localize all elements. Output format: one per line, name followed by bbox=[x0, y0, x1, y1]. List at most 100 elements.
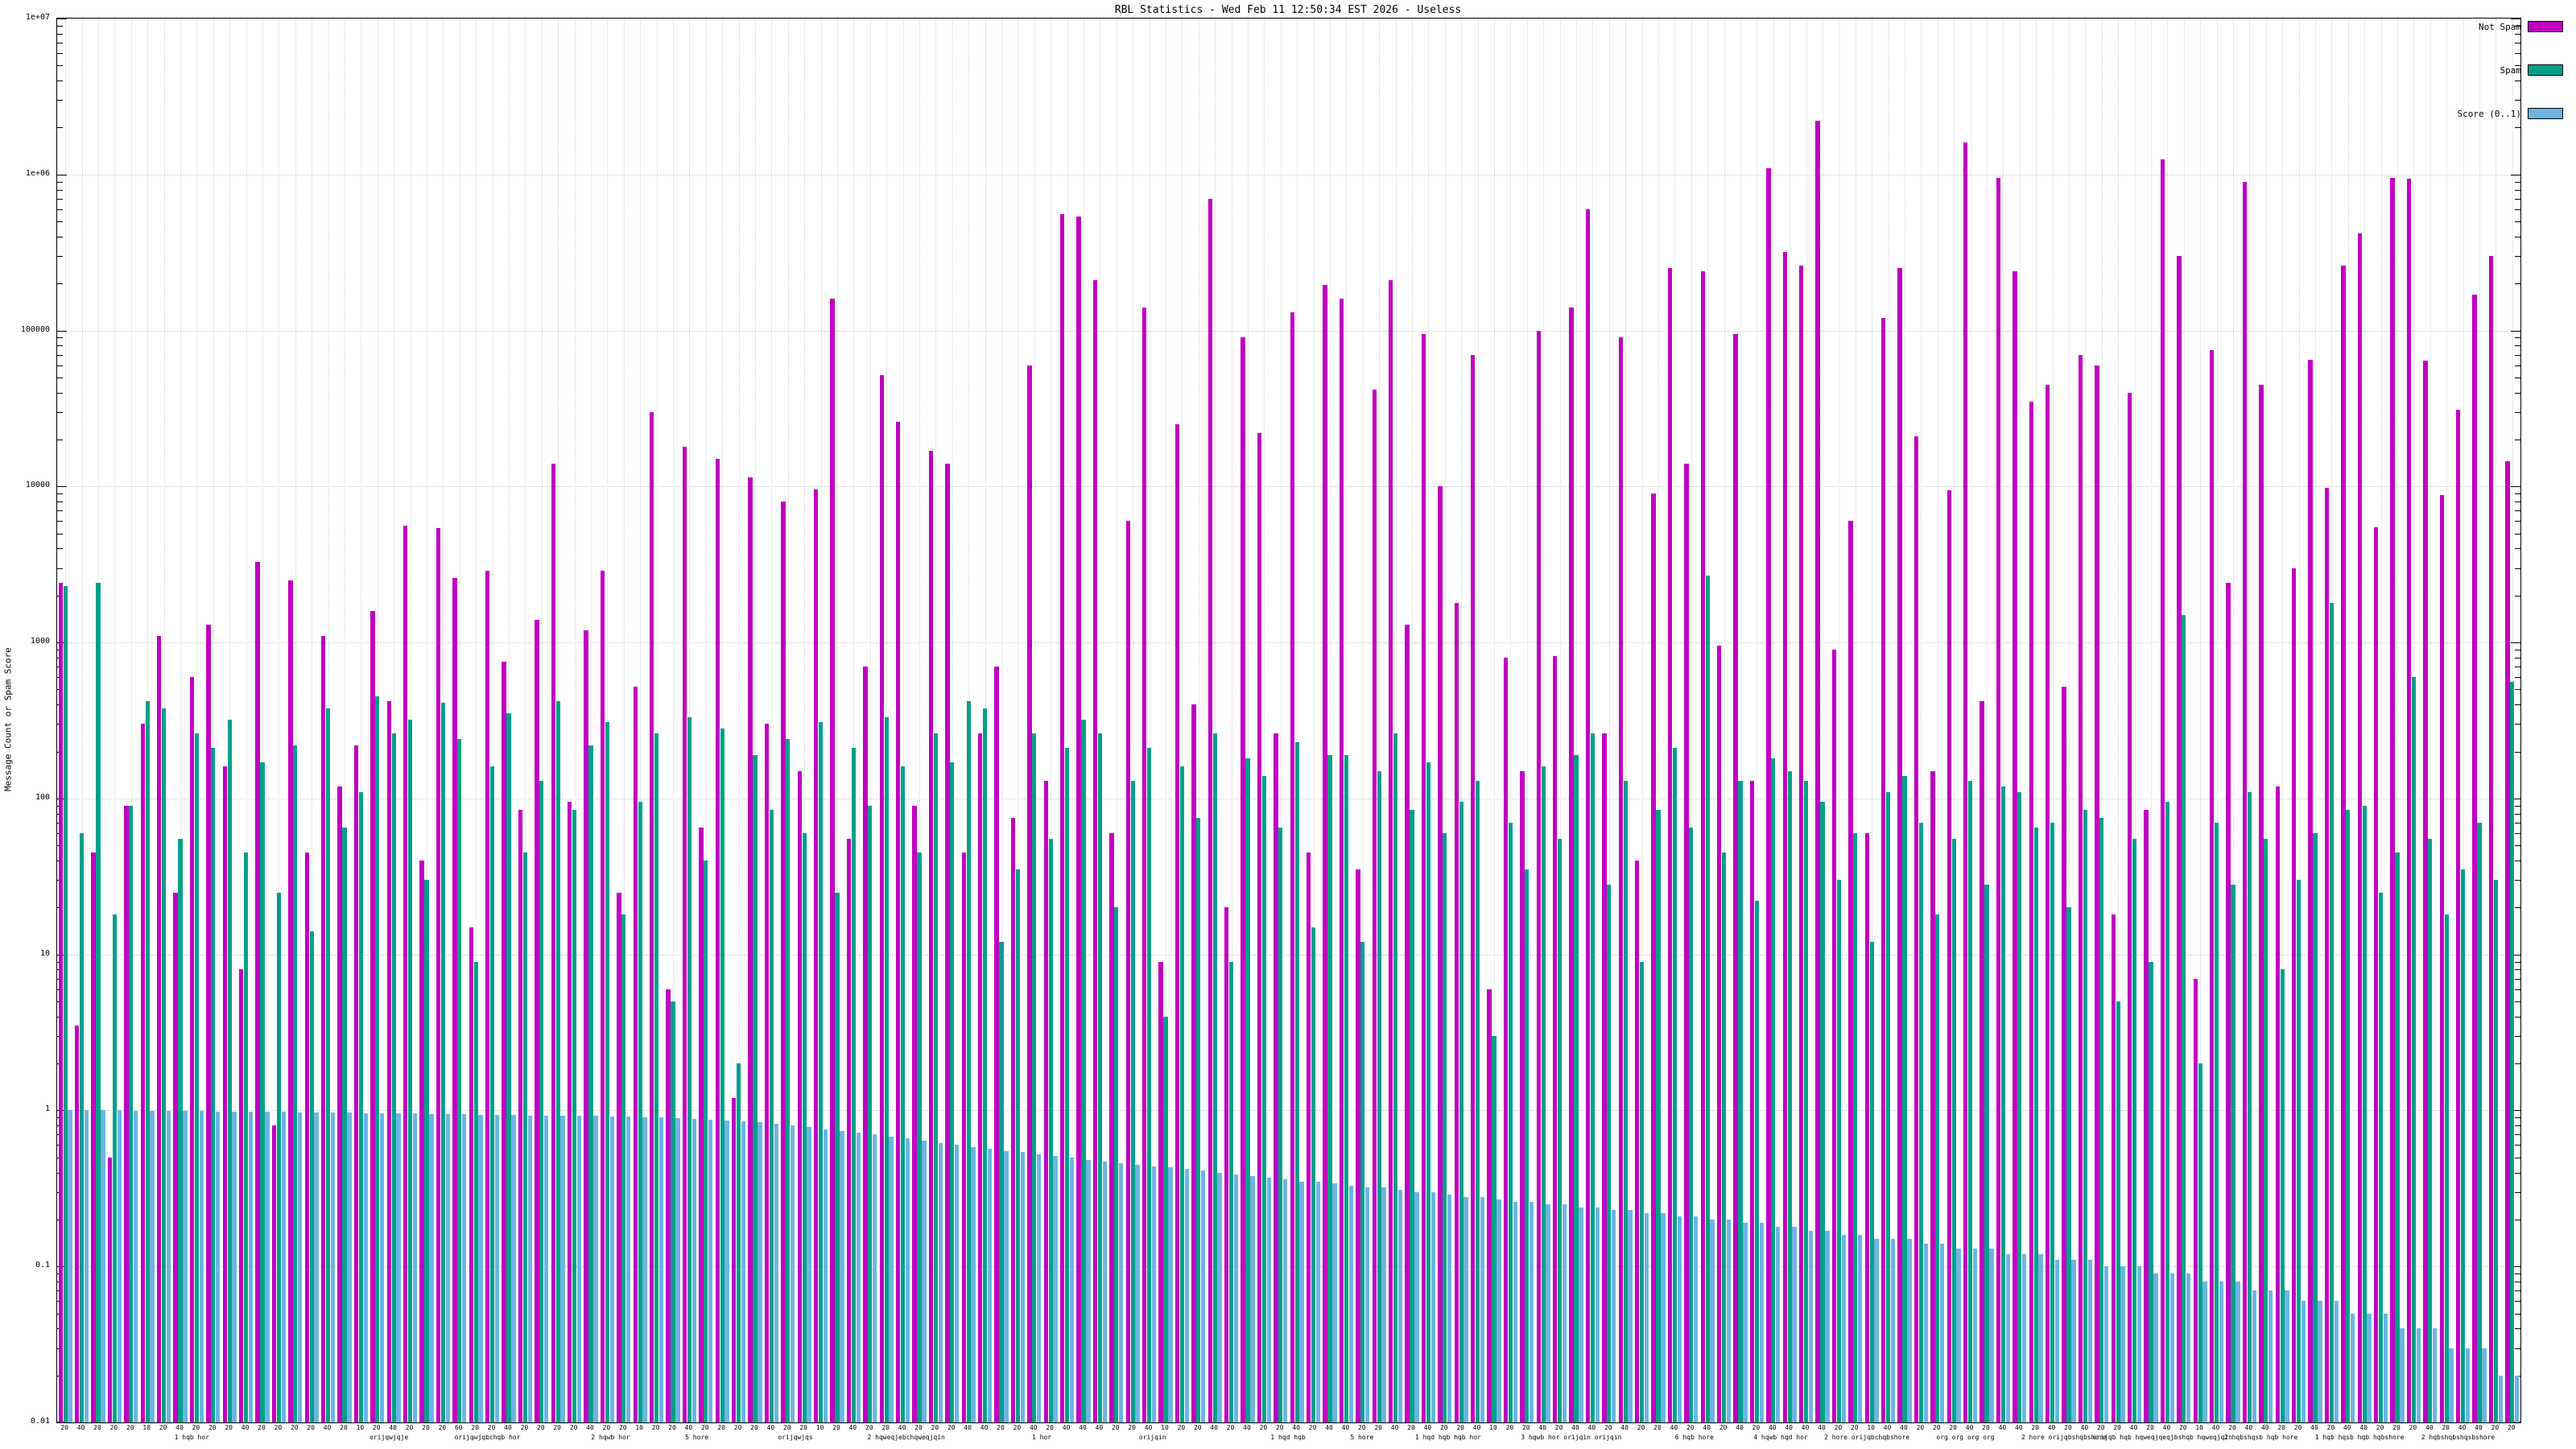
bar-spam bbox=[2329, 602, 2334, 1422]
bar-not-spam bbox=[682, 446, 687, 1422]
bar-score bbox=[330, 1113, 336, 1422]
x-tick-label: 20 bbox=[1982, 1424, 1990, 1431]
y-minor-tick bbox=[57, 337, 63, 339]
bar-not-spam bbox=[2472, 294, 2477, 1422]
legend-item-score: Score (0..1) bbox=[2458, 108, 2563, 119]
bar-score bbox=[708, 1120, 713, 1422]
y-minor-tick bbox=[2515, 1001, 2520, 1002]
x-tick-label: 40 bbox=[1620, 1424, 1629, 1431]
bar-not-spam bbox=[1815, 121, 1820, 1422]
x-tick-label: 10 bbox=[2195, 1424, 2204, 1431]
x-tick-label: 20 bbox=[1752, 1424, 1761, 1431]
x-tick-label: 20 bbox=[1259, 1424, 1268, 1431]
y-minor-tick bbox=[2515, 822, 2520, 824]
gridline-vertical bbox=[2446, 19, 2448, 1422]
bar-not-spam bbox=[1618, 337, 1623, 1422]
gridline-vertical bbox=[1067, 19, 1068, 1422]
gridline-vertical bbox=[869, 19, 871, 1422]
x-tick-label: 10 bbox=[356, 1424, 365, 1431]
bar-spam bbox=[671, 1001, 675, 1422]
bar-score bbox=[1447, 1194, 1452, 1422]
bar-not-spam bbox=[748, 477, 753, 1422]
bar-spam bbox=[2510, 681, 2515, 1422]
x-tick-label: 40 bbox=[1538, 1424, 1547, 1431]
gridline-vertical bbox=[2151, 19, 2152, 1422]
y-minor-tick bbox=[57, 533, 63, 535]
bar-not-spam bbox=[1831, 649, 1837, 1422]
y-minor-tick bbox=[2515, 595, 2520, 597]
gridline-vertical bbox=[2380, 19, 2382, 1422]
bar-score bbox=[2104, 1266, 2109, 1422]
y-minor-tick bbox=[2515, 1016, 2520, 1018]
y-tick-label: 10 bbox=[39, 948, 50, 958]
bar-spam bbox=[1015, 869, 1021, 1422]
bar-score bbox=[1890, 1239, 1896, 1422]
x-tick-label: 20 bbox=[700, 1424, 709, 1431]
bar-score bbox=[2087, 1260, 2092, 1422]
bar-score bbox=[281, 1112, 286, 1422]
y-minor-tick bbox=[2515, 689, 2520, 691]
bar-score bbox=[2351, 1313, 2355, 1422]
x-tick-label: 40 bbox=[2310, 1424, 2318, 1431]
bar-score bbox=[1644, 1212, 1649, 1422]
x-group-label: 1 hqb hqsb hqb hqbshore bbox=[2314, 1434, 2405, 1441]
gridline-vertical bbox=[1608, 19, 1610, 1422]
bar-score bbox=[363, 1113, 368, 1422]
bar-spam bbox=[1705, 575, 1710, 1422]
bar-not-spam bbox=[1454, 602, 1459, 1422]
y-minor-tick bbox=[2515, 548, 2520, 550]
bar-not-spam bbox=[1389, 280, 1393, 1422]
gridline-vertical bbox=[1001, 19, 1002, 1422]
bar-not-spam bbox=[1043, 780, 1048, 1422]
bar-score bbox=[593, 1116, 598, 1422]
bar-score bbox=[1677, 1216, 1682, 1422]
y-minor-tick bbox=[57, 80, 63, 82]
y-minor-tick bbox=[2515, 256, 2520, 258]
bar-score bbox=[462, 1113, 467, 1422]
bar-spam bbox=[605, 721, 610, 1422]
bar-score bbox=[2482, 1348, 2487, 1422]
bar-spam bbox=[227, 720, 232, 1422]
bar-not-spam bbox=[1274, 733, 1278, 1422]
bar-not-spam bbox=[91, 852, 96, 1422]
bar-not-spam bbox=[2226, 583, 2231, 1422]
x-tick-label: 20 bbox=[109, 1424, 118, 1431]
y-minor-tick bbox=[2515, 181, 2520, 183]
y-tick-label: 0.01 bbox=[30, 1417, 50, 1426]
gridline-horizontal bbox=[57, 642, 2520, 644]
bar-not-spam bbox=[1174, 424, 1180, 1422]
bar-not-spam bbox=[386, 701, 391, 1422]
y-minor-tick bbox=[2515, 677, 2520, 679]
bar-score bbox=[68, 1110, 72, 1422]
bar-score bbox=[2515, 1375, 2520, 1422]
bar-spam bbox=[1853, 832, 1858, 1422]
bar-not-spam bbox=[2374, 526, 2379, 1422]
bar-not-spam bbox=[781, 502, 786, 1422]
x-tick-label: 20 bbox=[340, 1424, 348, 1431]
x-group-label: 2 hqwb hor bbox=[591, 1434, 630, 1441]
y-minor-tick bbox=[2515, 354, 2520, 356]
gridline-vertical bbox=[623, 19, 625, 1422]
bar-spam bbox=[2247, 791, 2252, 1422]
bar-not-spam bbox=[1257, 432, 1262, 1422]
bar-not-spam bbox=[2390, 178, 2395, 1422]
x-tick-label: 40 bbox=[980, 1424, 989, 1431]
bar-score bbox=[987, 1148, 993, 1422]
bar-spam bbox=[522, 852, 528, 1422]
y-minor-tick bbox=[2515, 100, 2520, 101]
bar-spam bbox=[1163, 1016, 1168, 1422]
bar-score bbox=[1612, 1210, 1616, 1422]
x-group-label: orijqb hqb hqweqjqeqjbshqb hqweqjqin bbox=[2092, 1434, 2232, 1441]
y-minor-tick bbox=[57, 345, 63, 347]
bar-spam bbox=[900, 766, 906, 1422]
bar-not-spam bbox=[1438, 486, 1443, 1422]
x-tick-label: 10 bbox=[1161, 1424, 1169, 1431]
gridline-vertical bbox=[1330, 19, 1331, 1422]
y-major-tick bbox=[2511, 1110, 2520, 1112]
y-minor-tick bbox=[57, 521, 63, 522]
gridline-vertical bbox=[1724, 19, 1725, 1422]
gridline-vertical bbox=[853, 19, 855, 1422]
gridline-vertical bbox=[1543, 19, 1545, 1422]
bar-score bbox=[1020, 1152, 1025, 1422]
bar-score bbox=[560, 1115, 565, 1422]
